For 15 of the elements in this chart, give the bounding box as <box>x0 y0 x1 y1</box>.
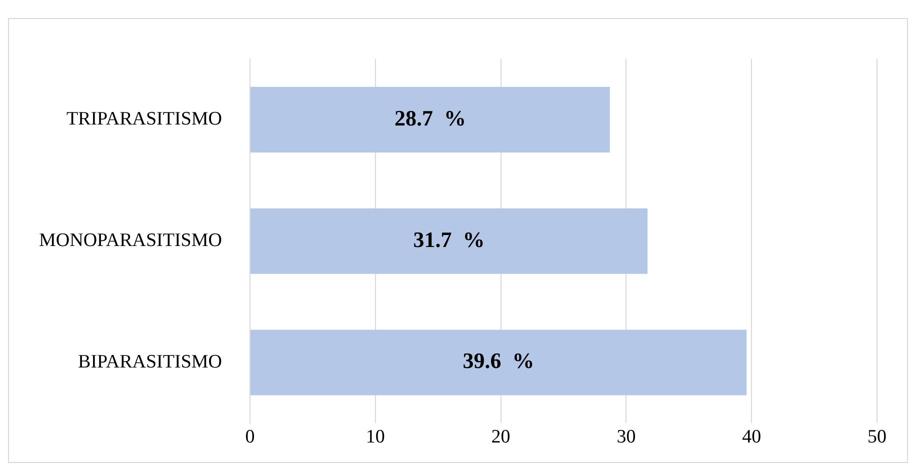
y-tick-label: MONOPARASITISMO <box>38 230 222 252</box>
x-tick-label: 0 <box>245 426 255 448</box>
data-label: 31.7 % <box>413 226 485 252</box>
data-label: 28.7 % <box>394 105 466 130</box>
x-tick-label: 30 <box>616 426 636 448</box>
y-tick-label: BIPARASITISMO <box>78 351 222 372</box>
bar <box>250 330 747 396</box>
x-tick-label: 10 <box>366 426 385 448</box>
bar <box>250 208 648 274</box>
bar <box>250 86 610 152</box>
data-label: 39.6 % <box>462 348 534 374</box>
x-tick-label: 40 <box>742 426 762 448</box>
x-tick-label: 20 <box>491 426 510 448</box>
y-tick-label: TRIPARASITISMO <box>66 108 222 130</box>
x-tick-label: 50 <box>868 426 886 448</box>
